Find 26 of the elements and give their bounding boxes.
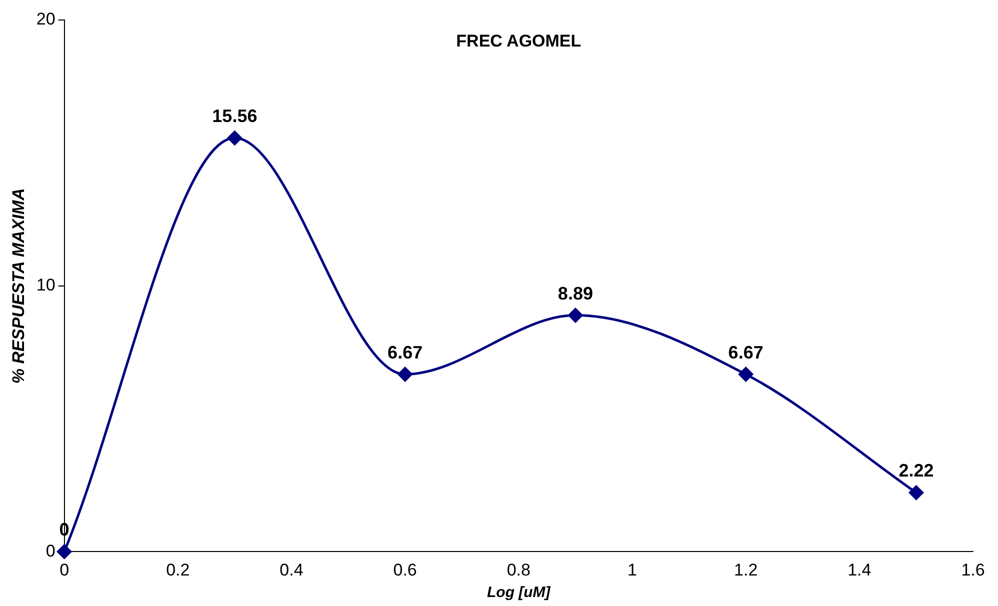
data-label: 2.22 <box>898 460 934 481</box>
point <box>57 544 72 559</box>
x-axis-title: Log [uM] <box>487 584 552 602</box>
x-tick-label: 1.6 <box>961 560 985 580</box>
y-tick-label: 10 <box>36 275 56 294</box>
data-label: 6.67 <box>728 342 764 362</box>
x-tick-label: 1 <box>628 560 637 580</box>
text: FREC AGOMEL <box>456 32 582 51</box>
point <box>398 367 412 382</box>
x-tick-label: 0.8 <box>506 560 530 580</box>
x-tick-label: 1.4 <box>848 560 872 580</box>
data-label: 8.89 <box>558 283 593 304</box>
y-tick-label: 0 <box>46 541 56 560</box>
y-axis-title: % RESPUESTA MAXIMA <box>8 188 28 384</box>
point <box>227 130 242 146</box>
point <box>738 367 754 382</box>
x-tick-label: 0 <box>60 560 70 580</box>
y-tick-label: 20 <box>36 10 56 29</box>
x-tick-label: 1.2 <box>734 560 758 580</box>
data-label: 15.56 <box>212 106 258 126</box>
x-tick-label: 0.2 <box>166 560 190 580</box>
point <box>908 485 924 500</box>
data-label: 6.67 <box>388 342 423 362</box>
x-tick-label: 0.6 <box>393 560 417 580</box>
point <box>568 308 583 323</box>
x-tick-label: 0.4 <box>280 560 304 580</box>
